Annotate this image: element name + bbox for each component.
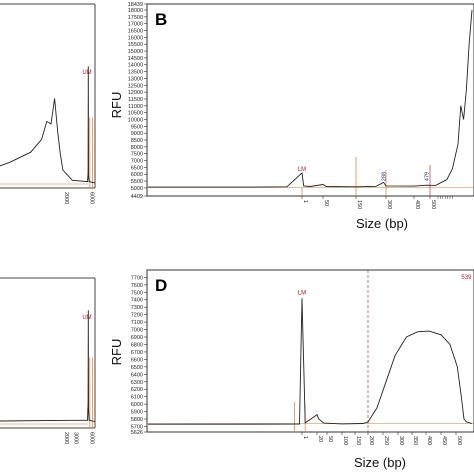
y-tick-label: 17500 — [128, 15, 143, 21]
y-tick-label: 8000 — [131, 145, 143, 151]
y-tick-label: 7100 — [131, 320, 143, 326]
marker-label: UM — [82, 315, 91, 321]
x-tick-label: 1 — [302, 200, 308, 203]
x-tick-label: 450 — [441, 436, 447, 445]
y-tick-label: 7700 — [131, 275, 143, 281]
plot-frame — [146, 269, 474, 433]
x-tick-label: 150 — [356, 200, 362, 209]
y-tick-label: 6500 — [131, 165, 143, 171]
y-tick-label: 17000 — [128, 22, 143, 28]
peak-label: 479 — [425, 172, 431, 181]
y-tick-label: 15000 — [128, 49, 143, 55]
y-tick-label: 5900 — [131, 410, 143, 416]
panel-letter: B — [155, 10, 167, 29]
x-tick-label: 350 — [412, 436, 418, 445]
y-tick-label: 7400 — [131, 298, 143, 304]
y-tick-label: 13500 — [128, 70, 143, 76]
y-axis-title: RFU — [109, 92, 124, 119]
y-tick-label: 6800 — [131, 342, 143, 348]
x-tick-label: 6000 — [88, 192, 94, 204]
y-tick-label: 5700 — [131, 424, 143, 430]
y-tick-label: 8500 — [131, 138, 143, 144]
x-tick-label: 2000 — [63, 432, 69, 444]
x-tick-label: 400 — [414, 200, 420, 209]
y-tick-label: 5500 — [131, 179, 143, 185]
y-tick-label: 10000 — [128, 117, 143, 123]
y-tick-label: 6000 — [131, 172, 143, 178]
x-tick-label: 20 — [317, 436, 323, 442]
y-tick-label: 5626 — [131, 430, 143, 436]
plot-frame — [146, 3, 474, 197]
y-tick-label: 6100 — [131, 395, 143, 401]
marker-label: LM — [298, 167, 306, 173]
y-tick-label: 7000 — [131, 159, 143, 165]
y-tick-label: 7500 — [131, 290, 143, 296]
y-tick-label: 10500 — [128, 111, 143, 117]
y-tick-label: 16000 — [128, 35, 143, 41]
x-tick-label: 300 — [386, 200, 392, 209]
y-tick-label: 6600 — [131, 357, 143, 363]
y-tick-label: 14000 — [128, 63, 143, 69]
x-tick-label: 100 — [342, 436, 348, 445]
y-tick-label: 18000 — [128, 8, 143, 14]
y-tick-label: 5000 — [131, 186, 143, 192]
panel-letter: D — [155, 276, 167, 295]
trace-line — [0, 66, 96, 184]
y-tick-label: 6500 — [131, 365, 143, 371]
marker-label: UM — [82, 70, 91, 76]
x-tick-label: 1 — [302, 436, 308, 439]
trace-line — [0, 310, 96, 423]
y-tick-label: 6300 — [131, 380, 143, 386]
y-tick-label: 12000 — [128, 90, 143, 96]
x-tick-label: 6000 — [88, 432, 94, 444]
y-tick-label: 18439 — [128, 2, 143, 8]
x-tick-label: 250 — [383, 436, 389, 445]
y-tick-label: 7600 — [131, 283, 143, 289]
y-tick-label: 15500 — [128, 42, 143, 48]
y-tick-label: 6400 — [131, 372, 143, 378]
x-tick-label: 2000 — [63, 192, 69, 204]
y-tick-label: 13000 — [128, 76, 143, 82]
peak-label: 539 — [461, 275, 472, 281]
y-tick-label: 5800 — [131, 417, 143, 423]
peak-label: 288 — [382, 172, 388, 181]
x-tick-label: 200 — [368, 436, 374, 445]
x-tick-label: 300 — [398, 436, 404, 445]
y-tick-label: 11500 — [128, 97, 143, 103]
y-tick-label: 6000 — [131, 402, 143, 408]
x-tick-label: 500 — [430, 200, 436, 209]
x-axis-title: Size (bp) — [354, 455, 406, 470]
x-tick-label: 500 — [456, 436, 462, 445]
trace-line — [147, 298, 473, 425]
y-tick-label: 7200 — [131, 313, 143, 319]
y-tick-label: 9000 — [131, 131, 143, 137]
y-tick-label: 16500 — [128, 29, 143, 35]
y-tick-label: 7300 — [131, 305, 143, 311]
y-tick-label: 4409 — [131, 194, 143, 200]
y-tick-label: 14500 — [128, 56, 143, 62]
y-tick-label: 12500 — [128, 83, 143, 89]
y-tick-label: 6200 — [131, 387, 143, 393]
y-tick-label: 7500 — [131, 152, 143, 158]
y-tick-label: 11000 — [128, 104, 143, 110]
y-tick-label: 7000 — [131, 328, 143, 334]
x-tick-label: 50 — [327, 436, 333, 442]
marker-label: LM — [298, 290, 306, 296]
x-tick-label: 150 — [355, 436, 361, 445]
y-axis-title: RFU — [109, 339, 124, 366]
x-axis-title: Size (bp) — [356, 216, 408, 231]
y-tick-label: 6900 — [131, 335, 143, 341]
x-tick-label: 50 — [323, 200, 329, 206]
y-tick-label: 6700 — [131, 350, 143, 356]
y-tick-label: 9500 — [131, 124, 143, 130]
trace-line — [148, 9, 473, 188]
x-tick-label: 3000 — [72, 432, 78, 444]
x-tick-label: 400 — [426, 436, 432, 445]
